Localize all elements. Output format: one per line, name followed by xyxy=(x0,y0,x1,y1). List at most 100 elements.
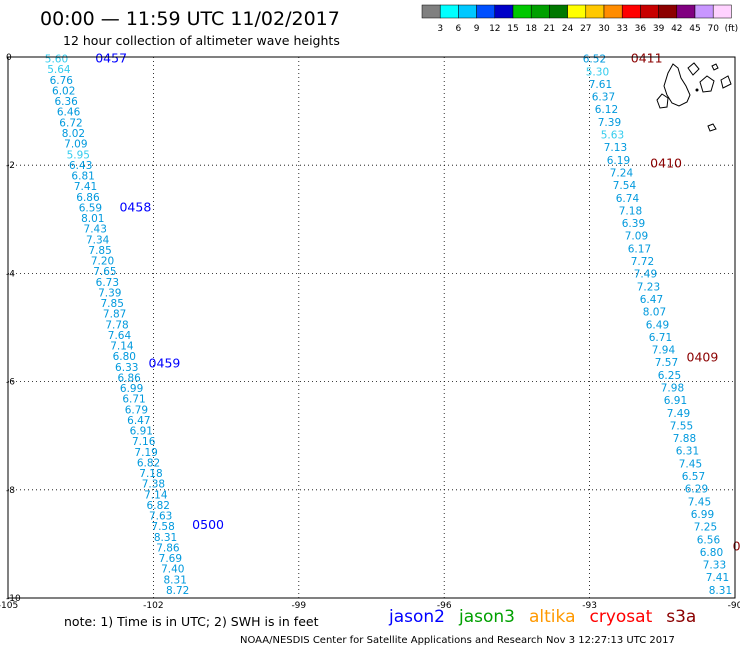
wave-height-label: 7.49 xyxy=(634,269,657,281)
coastline-espanola xyxy=(707,123,717,132)
wave-height-label: 6.91 xyxy=(664,395,687,407)
x-tick-label: -96 xyxy=(437,601,452,611)
time-label: 0457 xyxy=(95,51,127,66)
wave-height-label: 7.14 xyxy=(144,489,168,501)
wave-height-label: 6.74 xyxy=(616,193,640,205)
wave-height-label: 6.76 xyxy=(50,75,74,87)
wave-height-label: 6.82 xyxy=(137,457,160,469)
wave-height-label: 7.86 xyxy=(156,542,180,554)
wave-height-label: 7.65 xyxy=(93,266,116,278)
wave-height-label: 6.71 xyxy=(122,394,145,406)
plot-frame xyxy=(7,56,736,599)
color-scale-label: 9 xyxy=(474,24,480,34)
color-swatch xyxy=(530,4,550,19)
satellite-legend-altika: altika xyxy=(529,607,576,627)
wave-height-label: 7.45 xyxy=(688,496,711,508)
time-label: 0459 xyxy=(149,356,181,371)
coastline-genovesa xyxy=(711,63,719,71)
wave-height-label: 7.20 xyxy=(91,256,114,268)
x-tick-label: -99 xyxy=(291,601,306,611)
wave-height-label: 6.86 xyxy=(76,192,100,204)
y-tick-label: -10 xyxy=(6,594,21,604)
color-scale-label: (ft) xyxy=(725,24,739,34)
wave-height-label: 6.56 xyxy=(697,534,721,546)
wave-height-label: 7.33 xyxy=(703,560,726,572)
wave-height-label: 6.49 xyxy=(646,319,669,331)
wave-height-label: 8.02 xyxy=(62,128,85,140)
wave-height-label: 8.31 xyxy=(164,574,187,586)
wave-height-label: 6.36 xyxy=(54,96,78,108)
wave-height-label: 6.17 xyxy=(628,243,651,255)
wave-height-label: 7.38 xyxy=(142,479,165,491)
wave-height-label: 6.29 xyxy=(685,484,708,496)
wave-height-label: 8.31 xyxy=(709,585,732,597)
y-tick-label: -8 xyxy=(6,486,15,496)
wave-height-label: 7.49 xyxy=(667,408,690,420)
wave-height-label: 6.80 xyxy=(700,547,723,559)
coastline-islet xyxy=(695,88,699,92)
color-scale-label: 42 xyxy=(671,24,682,34)
wave-height-label: 6.33 xyxy=(115,362,138,374)
wave-height-label: 7.25 xyxy=(694,522,717,534)
wave-height-label: 5.64 xyxy=(47,64,71,76)
satellite-legend-jason2: jason2 xyxy=(388,607,445,627)
wave-height-label: 6.99 xyxy=(691,509,714,521)
wave-height-label: 6.80 xyxy=(113,351,136,363)
color-swatch xyxy=(603,4,623,19)
wave-height-label: 6.37 xyxy=(592,92,615,104)
color-swatch xyxy=(694,4,714,19)
y-tick-label: -2 xyxy=(6,161,15,171)
color-swatch xyxy=(640,4,659,19)
time-label: 0458 xyxy=(119,199,151,214)
x-tick-label: -102 xyxy=(143,601,163,611)
wave-height-label: 6.02 xyxy=(52,85,75,97)
satellite-legend-cryosat: cryosat xyxy=(590,607,653,627)
units-note: note: 1) Time is in UTC; 2) SWH is in fe… xyxy=(64,614,319,629)
wave-height-label: 7.40 xyxy=(161,564,184,576)
color-scale-label: 36 xyxy=(635,24,647,34)
wave-height-label: 6.47 xyxy=(127,415,150,427)
wave-height-label: 7.87 xyxy=(103,309,126,321)
color-scale-label: 12 xyxy=(489,24,500,34)
wave-height-label: 6.57 xyxy=(682,471,705,483)
wave-height-label: 7.09 xyxy=(64,139,87,151)
wave-height-label: 7.14 xyxy=(110,341,134,353)
wave-height-label: 7.94 xyxy=(652,345,676,357)
wave-height-label: 6.73 xyxy=(96,277,119,289)
x-tick-label: -105 xyxy=(0,601,18,611)
wave-height-label: 6.82 xyxy=(147,500,170,512)
wave-height-label: 7.72 xyxy=(631,256,654,268)
wave-height-label: 6.12 xyxy=(595,104,618,116)
color-swatch xyxy=(621,4,641,19)
color-scale-label: 3 xyxy=(437,24,443,34)
color-swatch xyxy=(512,4,532,19)
time-label: 0410 xyxy=(650,156,682,171)
plot-area: 5.605.646.766.026.366.466.728.027.095.95… xyxy=(0,51,740,611)
wave-height-label: 5.63 xyxy=(601,130,624,142)
wave-height-label: 8.31 xyxy=(154,532,177,544)
wave-height-label: 8.07 xyxy=(643,307,666,319)
time-label: 0500 xyxy=(192,517,224,532)
wave-height-label: 6.31 xyxy=(676,446,699,458)
color-swatch xyxy=(458,4,477,19)
coastline-san-cristobal xyxy=(720,75,732,89)
color-scale-label: 24 xyxy=(562,24,574,34)
wave-height-label: 7.09 xyxy=(625,231,648,243)
wave-height-label: 7.85 xyxy=(101,298,124,310)
axis-tick-labels: -105 -102 -99 -96 -93 -90 0 -2 -4 -6 -8 -10 xyxy=(0,53,740,611)
track-jason2: 5.605.646.766.026.366.466.728.027.095.95… xyxy=(45,51,224,597)
wave-height-label: 7.39 xyxy=(98,287,121,299)
color-scale-label: 6 xyxy=(456,24,462,34)
wave-height-label: 7.78 xyxy=(105,319,128,331)
color-swatch xyxy=(676,4,696,19)
color-scale-legend: 3 6 9 12 15 18 21 24 27 30 33 36 39 42 45 70 (ft) xyxy=(421,4,739,34)
wave-height-label: 6.47 xyxy=(640,294,663,306)
color-swatch xyxy=(585,4,605,19)
color-scale-label: 27 xyxy=(580,24,591,34)
wave-height-label: 7.61 xyxy=(589,79,612,91)
coastline-santa-cruz xyxy=(699,75,715,93)
track-s3a: 6.525.307.616.376.127.395.637.136.197.24… xyxy=(583,51,740,597)
galapagos-coastline xyxy=(656,62,732,132)
wave-height-label: 7.45 xyxy=(679,458,702,470)
wave-height-label: 6.52 xyxy=(583,54,606,66)
